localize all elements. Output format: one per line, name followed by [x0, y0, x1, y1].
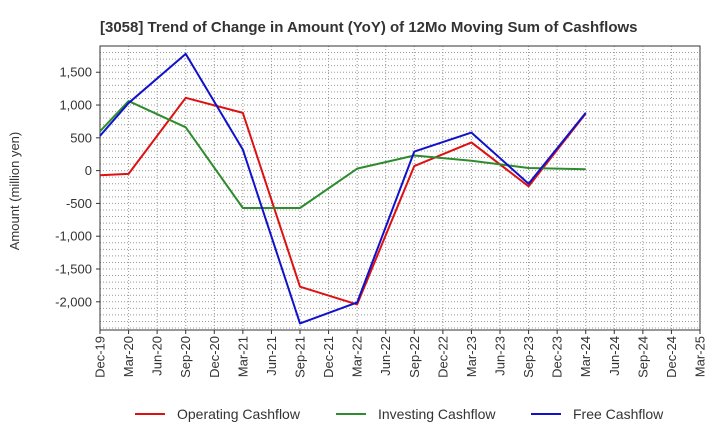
legend-label: Free Cashflow: [573, 406, 664, 422]
plot-frame: [99, 45, 701, 331]
series-line-free-cashflow: [99, 52, 587, 325]
y-tick-label: 1,500: [59, 65, 92, 80]
x-tick-label: Mar-25: [693, 336, 708, 377]
x-tick-label: Sep-20: [178, 336, 193, 378]
series-line-operating-cashflow: [99, 96, 587, 306]
x-tick-label: Jun-23: [493, 336, 508, 376]
x-tick-label: Dec-21: [321, 336, 336, 378]
x-tick-label: Sep-21: [293, 336, 308, 378]
x-tick-label: Jun-24: [607, 336, 622, 376]
chart-title: [3058] Trend of Change in Amount (YoY) o…: [100, 19, 638, 36]
x-tick-label: Sep-22: [407, 336, 422, 378]
x-tick-label: Dec-24: [664, 336, 679, 378]
x-tick-label: Sep-24: [635, 336, 650, 378]
x-tick-label: Mar-22: [350, 336, 365, 377]
x-tick-label: Mar-21: [235, 336, 250, 377]
x-tick-label: Dec-19: [93, 336, 108, 378]
series-lines: [99, 52, 587, 325]
x-axis-ticks: Dec-19 Mar-20 Jun-20 Sep-20 Dec-20 Mar-21 Jun-…: [93, 330, 708, 378]
x-tick-label: Mar-20: [121, 336, 136, 377]
legend-label: Investing Cashflow: [378, 406, 496, 422]
grid: [99, 45, 701, 330]
x-tick-label: Dec-20: [207, 336, 222, 378]
x-tick-label: Mar-24: [578, 336, 593, 377]
x-tick-label: Sep-23: [521, 336, 536, 378]
x-tick-label: Dec-23: [550, 336, 565, 378]
y-tick-label: -2,000: [55, 294, 92, 309]
y-tick-label: 0: [85, 163, 92, 178]
y-tick-label: 500: [70, 130, 92, 145]
x-tick-label: Mar-23: [464, 336, 479, 377]
x-tick-label: Jun-20: [150, 336, 165, 376]
legend: Operating Cashflow Investing Cashflow Free…: [135, 406, 664, 422]
y-axis-ticks: 1,500 1,000 500 0 -500 -1,000 -1,500 -2,000: [55, 65, 100, 309]
y-tick-label: -1,000: [55, 229, 92, 244]
legend-label: Operating Cashflow: [177, 406, 301, 422]
y-tick-label: -1,500: [55, 262, 92, 277]
x-tick-label: Jun-22: [378, 336, 393, 376]
plot-border: [99, 45, 701, 331]
y-tick-label: 1,000: [59, 98, 92, 113]
series-line-investing-cashflow: [99, 100, 586, 210]
x-tick-label: Jun-21: [264, 336, 279, 376]
x-tick-label: Dec-22: [435, 336, 450, 378]
y-tick-label: -500: [66, 196, 92, 211]
y-axis-label: Amount (million yen): [7, 132, 22, 251]
